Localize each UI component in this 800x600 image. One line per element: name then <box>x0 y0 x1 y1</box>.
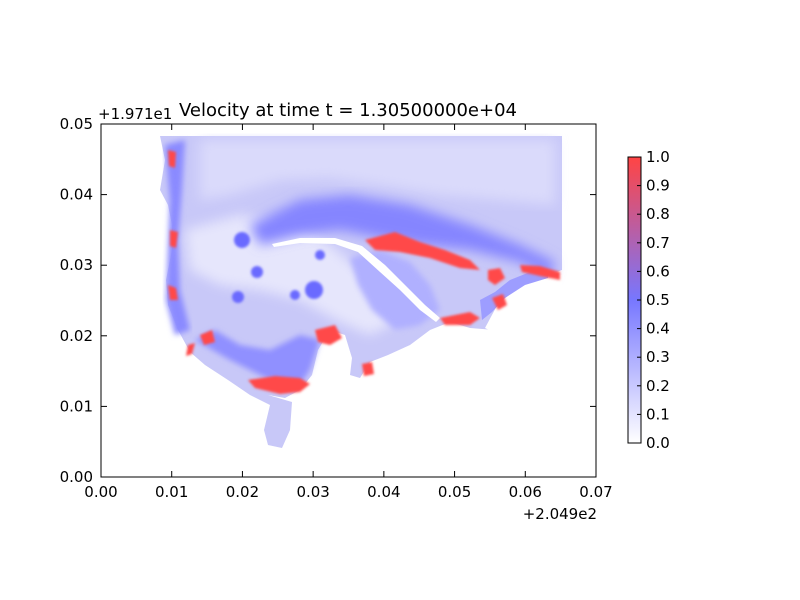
y-tick-label: 0.01 <box>60 397 93 415</box>
region-light-upper <box>200 140 555 205</box>
x-tick-label: 0.03 <box>296 483 329 501</box>
region-blue-lower <box>195 330 320 385</box>
x-offset-label: +2.049e2 <box>523 505 597 523</box>
x-tick-label: 0.06 <box>509 483 542 501</box>
y-axis-ticks: 0.00 0.01 0.02 0.03 0.04 0.05 <box>60 115 596 486</box>
colorbar-tick-label: 0.1 <box>646 405 670 423</box>
plot-area-frame <box>100 123 597 478</box>
vortices <box>232 232 325 303</box>
high-velocity-spots <box>168 150 560 394</box>
island-white-right <box>485 275 562 340</box>
chart-title: Velocity at time t = 1.30500000e+04 <box>179 100 517 121</box>
y-tick-label: 0.03 <box>60 256 93 274</box>
colorbar-tick-label: 0.5 <box>646 291 670 309</box>
x-tick-label: 0.05 <box>438 483 471 501</box>
colorbar-tick-label: 0.6 <box>646 262 670 280</box>
y-tick-label: 0.00 <box>60 468 93 486</box>
velocity-field-image <box>160 136 562 448</box>
colorbar-tick-label: 0.4 <box>646 320 670 338</box>
x-axis-ticks: 0.00 0.01 0.02 0.03 0.04 0.05 0.06 0.07 <box>84 124 613 501</box>
colorbar-tick-label: 0.9 <box>646 177 670 195</box>
y-tick-label: 0.05 <box>60 115 93 133</box>
colorbar-tick-label: 1.0 <box>646 148 670 166</box>
colorbar-tick-label: 0.7 <box>646 234 670 252</box>
x-tick-label: 0.07 <box>579 483 612 501</box>
island-fringe <box>480 270 548 320</box>
colorbar-tick-label: 0.8 <box>646 205 670 223</box>
x-tick-label: 0.00 <box>84 483 117 501</box>
x-tick-label: 0.04 <box>367 483 400 501</box>
y-tick-label: 0.04 <box>60 186 93 204</box>
y-tick-label: 0.02 <box>60 327 93 345</box>
colorbar-tick-label: 0.2 <box>646 377 670 395</box>
colorbar-ticks: 0.0 0.1 0.2 0.3 0.4 0.5 0.6 0.7 0.8 0.9 1.0 <box>637 148 670 452</box>
x-tick-label: 0.02 <box>226 483 259 501</box>
colorbar-tick-label: 0.3 <box>646 348 670 366</box>
x-tick-label: 0.01 <box>155 483 188 501</box>
y-offset-label: +1.971e1 <box>98 105 172 123</box>
region-bay <box>350 250 440 330</box>
colorbar-tick-label: 0.0 <box>646 434 670 452</box>
